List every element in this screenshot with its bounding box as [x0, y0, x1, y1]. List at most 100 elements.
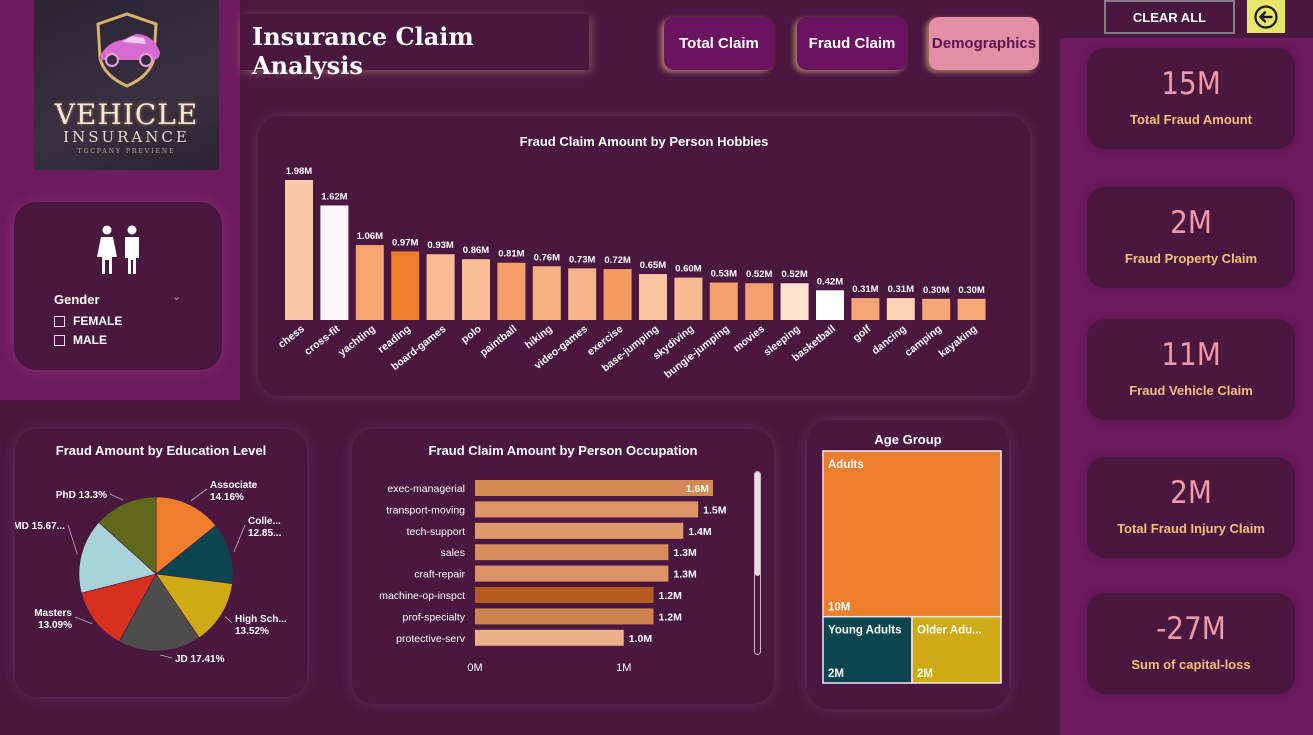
gender-option-male[interactable]: MALE: [54, 333, 107, 347]
hobby-value-label: 1.62M: [321, 191, 347, 202]
occupation-bar-chart: exec-managerial 1.6M transport-moving 1.5M t…: [379, 480, 727, 674]
fraud-claim-button[interactable]: Fraud Claim: [797, 17, 907, 70]
hobby-value-label: 0.97M: [392, 237, 418, 248]
hobby-value-label: 0.72M: [604, 255, 630, 266]
hobby-value-label: 0.31M: [852, 284, 878, 295]
pie-label: JD 17.41%: [175, 654, 225, 665]
age-group-treemap: Adults 10M Young Adults 2M Older Adu... 2M: [822, 450, 1002, 684]
clear-all-button[interactable]: CLEAR ALL: [1104, 0, 1235, 34]
occupation-bar: [475, 522, 684, 539]
pie-leader-line: [190, 488, 208, 502]
hobbies-chart-card: Fraud Claim Amount by Person Hobbies 1.9…: [258, 116, 1030, 396]
hobby-category-label: chess: [276, 323, 307, 351]
hobby-bar: [816, 290, 844, 320]
occupation-value-label: 1.2M: [659, 590, 683, 602]
hobby-category-label: hiking: [523, 323, 555, 351]
car-shield-icon: [96, 12, 160, 88]
occupation-category-label: protective-serv: [396, 633, 466, 645]
kpi-value: 15M: [1161, 66, 1221, 102]
occupation-value-label: 1.4M: [688, 526, 712, 538]
hobby-value-label: 0.52M: [746, 269, 772, 280]
hobby-value-label: 0.73M: [569, 254, 595, 265]
gender-option-female[interactable]: FEMALE: [54, 314, 122, 328]
occupation-category-label: machine-op-inspct: [379, 590, 465, 602]
pie-leader-line: [109, 493, 124, 501]
hobby-bar: [886, 298, 915, 320]
kpi-label: Fraud Property Claim: [1124, 251, 1258, 266]
pie-slice: [118, 573, 200, 652]
pie-slice: [98, 496, 157, 575]
kpi-label: Total Fraud Injury Claim: [1117, 521, 1265, 536]
kpi-fraud-vehicle-claim: 11M Fraud Vehicle Claim: [1087, 319, 1295, 420]
hobby-bar: [851, 298, 880, 320]
kpi-value: 2M: [1170, 205, 1212, 241]
pie-slice: [155, 496, 217, 575]
occupation-category-label: tech-support: [407, 526, 465, 538]
x-tick-label: 1M: [616, 662, 631, 674]
back-arrow-icon: [1254, 4, 1278, 29]
occupation-value-label: 1.2M: [659, 611, 683, 623]
pie-label-name: Associate: [210, 480, 258, 491]
pie-label: MD 15.67...: [15, 521, 65, 532]
hobby-value-label: 0.65M: [640, 260, 666, 271]
hobby-category-label: bungie-jumping: [662, 323, 731, 381]
treemap-tile-name: Young Adults: [828, 625, 901, 637]
age-group-title: Age Group: [874, 432, 942, 447]
hobby-value-label: 0.30M: [958, 285, 984, 296]
kpi-total-fraud-amount: 15M Total Fraud Amount: [1087, 48, 1295, 149]
pie-leader-line: [233, 524, 246, 552]
kpi-fraud-property-claim: 2M Fraud Property Claim: [1087, 187, 1295, 288]
treemap-tile: [911, 615, 1002, 684]
age-group-card: Age Group Adults 10M Young Adults 2M Older A…: [807, 420, 1009, 709]
occupation-bar: [475, 544, 669, 561]
occupation-category-label: prof-specialty: [403, 611, 466, 623]
hobby-value-label: 1.06M: [357, 231, 383, 242]
kpi-sum-capital-loss: -27M Sum of capital-loss: [1087, 593, 1295, 694]
pie-leader-line: [67, 524, 78, 555]
chevron-down-icon[interactable]: ⌄: [172, 291, 182, 303]
hobby-bar: [745, 283, 774, 320]
occupation-category-label: sales: [440, 547, 465, 559]
occupation-value-label: 1.5M: [703, 504, 727, 516]
demographics-button[interactable]: Demographics: [929, 17, 1039, 70]
x-tick-label: 0M: [467, 662, 482, 674]
hobby-bar: [780, 283, 809, 320]
back-button[interactable]: [1247, 0, 1285, 33]
treemap-tile-name: Adults: [828, 459, 864, 471]
pie-label-value: 13.09%: [38, 620, 72, 631]
checkbox-female[interactable]: [54, 315, 65, 327]
hobby-bar: [426, 254, 455, 320]
checkbox-male[interactable]: [54, 334, 65, 346]
hobby-value-label: 0.93M: [427, 240, 453, 251]
occupation-value-label: 1.0M: [629, 633, 653, 645]
kpi-value: -27M: [1156, 611, 1226, 647]
gender-option-label: MALE: [73, 333, 107, 347]
scrollbar-track[interactable]: [754, 471, 761, 655]
page-title: Insurance Claim Analysis: [252, 22, 474, 80]
kpi-label: Sum of capital-loss: [1131, 657, 1251, 672]
hobbies-bar-chart: 1.98M chess 1.62M cross-fit 1.06M yachting 0.9…: [276, 166, 986, 381]
hobby-value-label: 0.31M: [888, 284, 914, 295]
gender-slicer: Gender ⌄ FEMALE MALE: [14, 202, 222, 370]
treemap-tile-name: Older Adu...: [917, 625, 982, 637]
hobbies-chart-title: Fraud Claim Amount by Person Hobbies: [519, 134, 769, 149]
treemap-tile-value: 2M: [917, 668, 933, 680]
hobby-value-label: 0.52M: [781, 269, 807, 280]
scrollbar-thumb[interactable]: [755, 472, 760, 576]
treemap-tile-value: 10M: [828, 602, 850, 614]
pie-label-name: Colle...: [248, 516, 281, 527]
gender-label: Gender: [54, 292, 100, 307]
pie-leader-line: [224, 616, 233, 624]
hobby-bar: [532, 266, 561, 320]
total-claim-button[interactable]: Total Claim: [664, 17, 774, 70]
logo-line-1: VEHICLE: [54, 98, 199, 131]
pie-label-value: 12.85...: [248, 528, 282, 539]
hobby-category-label: kayaking: [937, 323, 980, 360]
hobby-bar: [568, 268, 597, 320]
hobby-value-label: 0.76M: [534, 252, 560, 263]
kpi-label: Total Fraud Amount: [1129, 112, 1253, 127]
vehicle-insurance-logo: VEHICLE INSURANCE TGCPANY PREVIENE: [34, 0, 219, 170]
occupation-category-label: transport-moving: [386, 504, 465, 516]
occupation-bar: [475, 608, 654, 625]
